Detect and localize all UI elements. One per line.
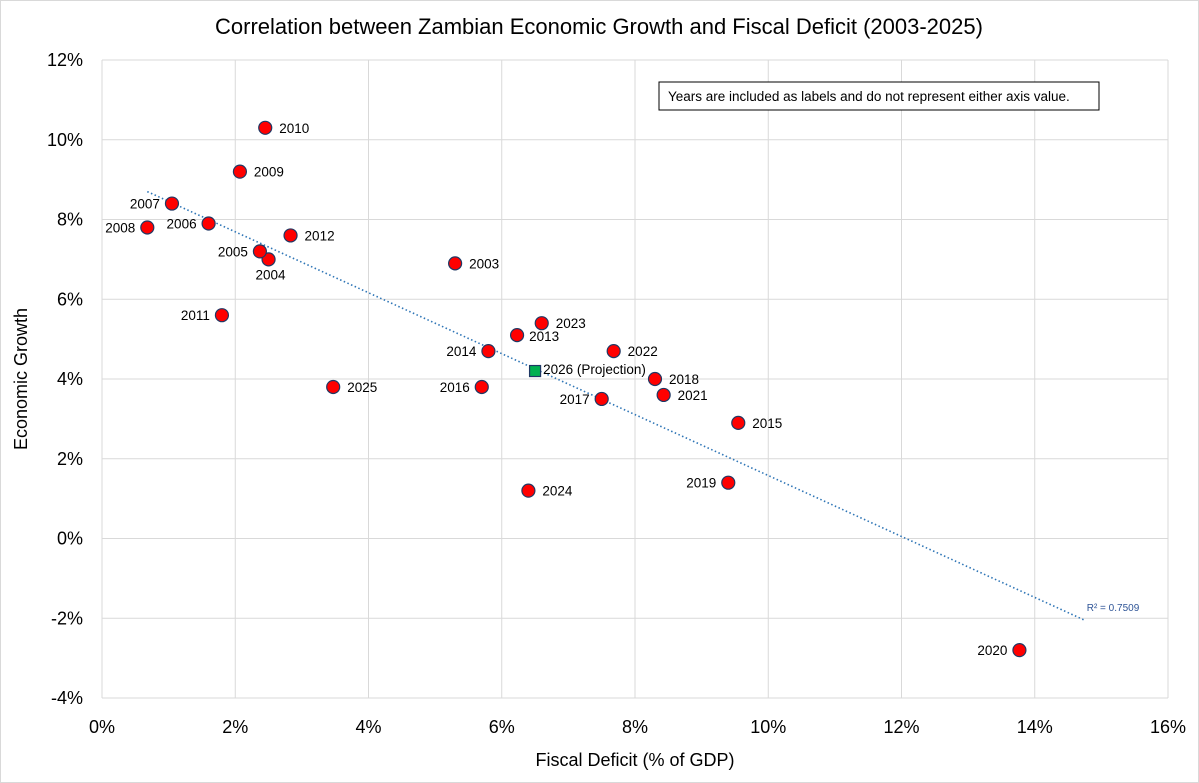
y-tick-label: -4% — [51, 688, 83, 708]
x-tick-label: 6% — [489, 717, 515, 737]
data-label-2012: 2012 — [305, 228, 335, 243]
projection-label: 2026 (Projection) — [543, 362, 646, 377]
data-point-2015 — [731, 415, 746, 430]
data-point-2021 — [656, 387, 671, 403]
data-point-2011 — [214, 308, 230, 323]
data-label-2020: 2020 — [977, 643, 1007, 658]
data-point-2006 — [201, 216, 216, 231]
data-point-2008 — [140, 220, 155, 235]
data-point-2019 — [721, 475, 736, 490]
data-point-2010 — [258, 120, 273, 135]
data-point-2012 — [283, 228, 298, 243]
chart-title: Correlation between Zambian Economic Gro… — [215, 14, 983, 39]
data-point-2004 — [261, 252, 276, 267]
x-tick-label: 12% — [883, 717, 919, 737]
data-label-2011: 2011 — [181, 308, 210, 323]
y-tick-label: 8% — [57, 210, 83, 230]
x-tick-label: 14% — [1017, 717, 1053, 737]
r-squared-label: R² = 0.7509 — [1087, 603, 1140, 614]
data-label-2006: 2006 — [167, 216, 197, 231]
data-label-2017: 2017 — [560, 392, 590, 407]
gridlines — [101, 59, 1169, 699]
data-label-2014: 2014 — [446, 344, 477, 359]
trendline-group: R² = 0.7509 — [146, 190, 1140, 621]
x-tick-label: 16% — [1150, 717, 1186, 737]
y-tick-label: 0% — [57, 529, 83, 549]
annotation-box: Years are included as labels and do not … — [658, 81, 1100, 111]
x-axis-title: Fiscal Deficit (% of GDP) — [535, 750, 734, 770]
y-tick-label: 4% — [57, 369, 83, 389]
x-tick-label: 4% — [355, 717, 381, 737]
tick-labels: 0% 2% 4% 6% 8% 10% 12% 14% 16% 12% 10% 8% 6% 4% 2% 0% -2… — [47, 50, 1186, 737]
data-label-2003: 2003 — [469, 256, 499, 271]
data-point-2013 — [509, 328, 525, 343]
data-point-2009 — [232, 164, 248, 179]
y-tick-label: 12% — [47, 50, 83, 70]
data-label-2024: 2024 — [542, 484, 573, 499]
data-label-2007: 2007 — [130, 197, 160, 212]
data-point-2023 — [534, 316, 549, 331]
data-label-2008: 2008 — [105, 220, 135, 235]
data-label-2016: 2016 — [440, 380, 470, 395]
data-point-2005 — [252, 244, 268, 259]
y-tick-label: -2% — [51, 608, 83, 628]
data-point-2014 — [481, 343, 496, 359]
data-point-2018 — [647, 371, 663, 387]
data-point-2020 — [1012, 643, 1027, 658]
data-point-2016 — [474, 379, 489, 395]
data-point-2003 — [448, 256, 463, 271]
annotation-border — [658, 81, 1100, 111]
data-point-2022 — [606, 343, 621, 359]
data-label-2022: 2022 — [628, 344, 658, 359]
data-label-2005: 2005 — [218, 244, 248, 259]
y-tick-label: 6% — [57, 289, 83, 309]
y-axis-title: Economic Growth — [11, 308, 31, 450]
data-label-2004: 2004 — [256, 267, 287, 282]
data-label-2019: 2019 — [686, 476, 716, 491]
data-label-2009: 2009 — [254, 165, 284, 180]
data-points: 2003 2004 2005 2006 2007 2008 2009 2010 2011 2012… — [105, 120, 1027, 658]
data-label-2015: 2015 — [752, 416, 782, 431]
projection-point — [528, 364, 542, 378]
data-label-2018: 2018 — [669, 372, 699, 387]
x-tick-label: 0% — [89, 717, 115, 737]
data-point-2025 — [326, 379, 341, 395]
x-tick-label: 10% — [750, 717, 786, 737]
trendline — [146, 190, 1086, 621]
data-label-2013: 2013 — [529, 329, 559, 344]
data-point-2024 — [521, 483, 536, 498]
data-point-2007 — [164, 196, 180, 211]
data-label-2021: 2021 — [678, 388, 708, 403]
data-point-2017 — [594, 391, 609, 407]
y-tick-label: 10% — [47, 130, 83, 150]
y-tick-label: 2% — [57, 449, 83, 469]
data-label-2023: 2023 — [556, 316, 586, 331]
data-label-2025: 2025 — [347, 380, 377, 395]
annotation-text: Years are included as labels and do not … — [668, 89, 1070, 104]
x-tick-label: 2% — [222, 717, 248, 737]
data-label-2010: 2010 — [279, 121, 309, 136]
x-tick-label: 8% — [622, 717, 648, 737]
